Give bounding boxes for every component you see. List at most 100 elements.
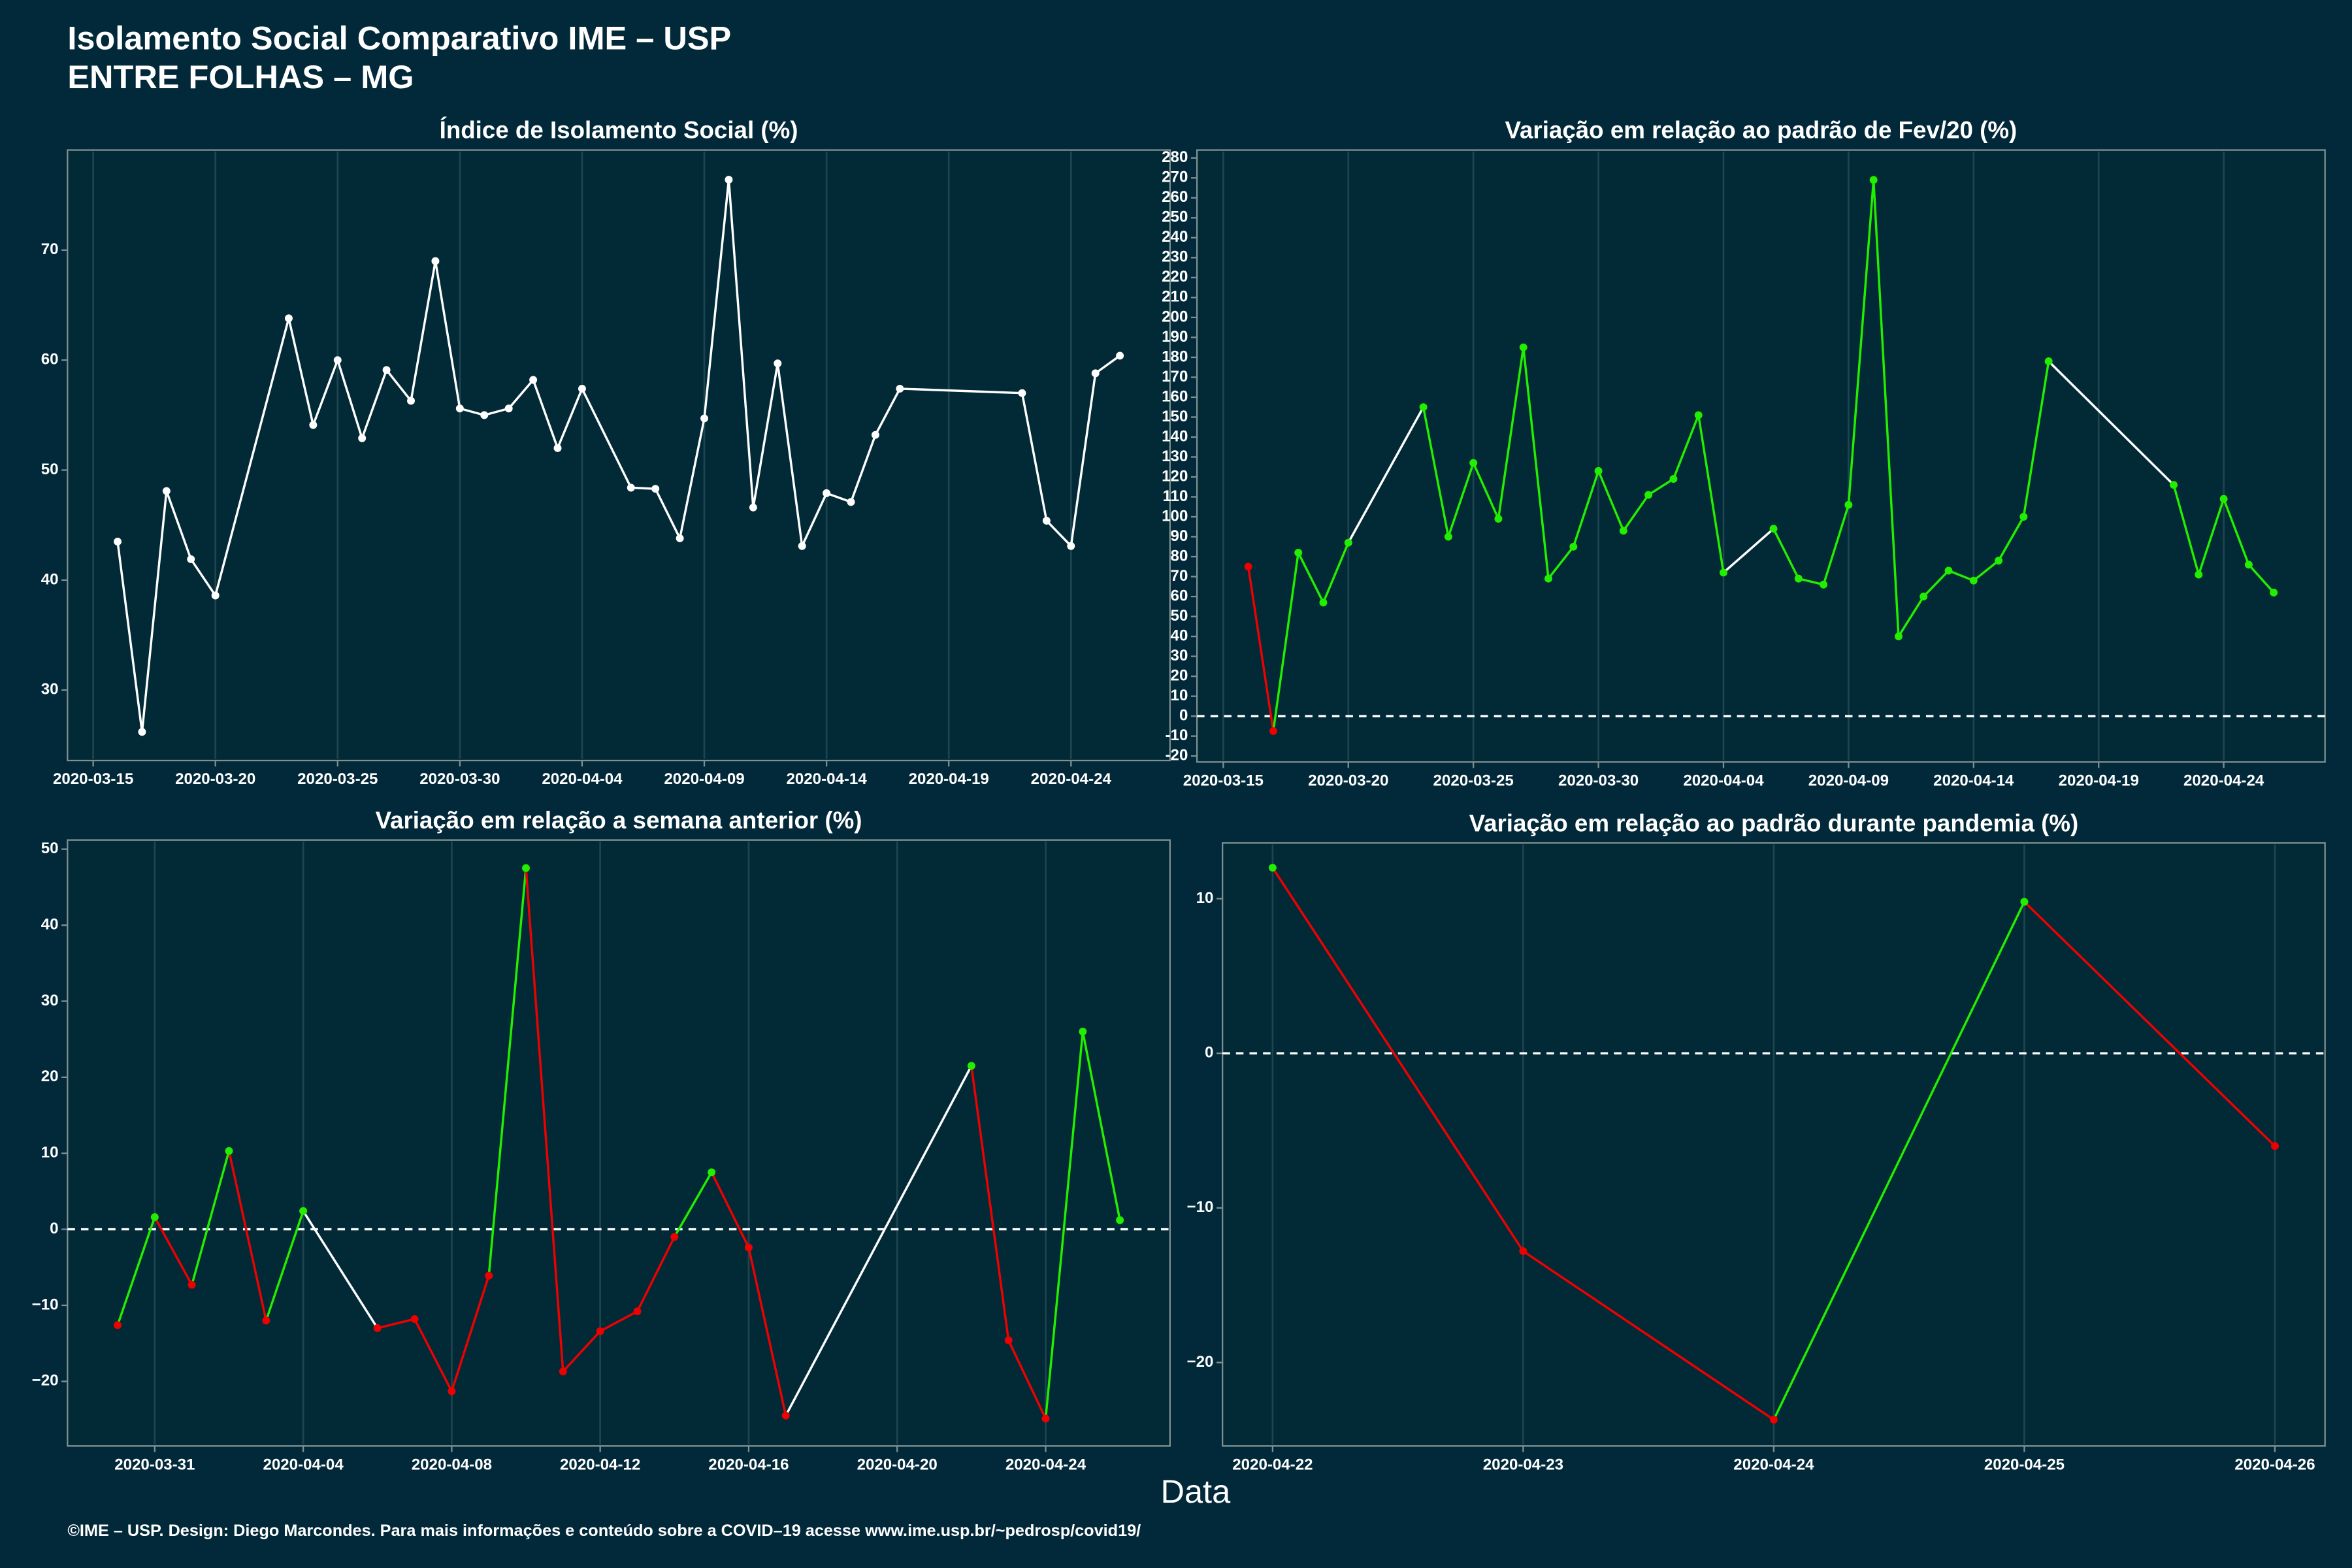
line-segment bbox=[599, 1310, 638, 1333]
line-segment bbox=[227, 1151, 267, 1321]
line-segment bbox=[434, 261, 461, 409]
line-segment bbox=[165, 490, 192, 560]
line-segment bbox=[214, 318, 290, 596]
x-tick-label: 2020-04-14 bbox=[786, 770, 867, 788]
line-segment bbox=[776, 363, 804, 546]
point bbox=[1619, 527, 1627, 535]
y-tick-label: 40 bbox=[41, 915, 59, 933]
y-tick-label: 60 bbox=[41, 351, 59, 368]
line-segment bbox=[265, 1211, 304, 1321]
y-tick-label: 70 bbox=[1171, 567, 1188, 585]
y-tick-label: 70 bbox=[41, 240, 59, 258]
line-segment bbox=[581, 388, 632, 489]
point bbox=[188, 1281, 196, 1289]
line-segment bbox=[1247, 566, 1275, 732]
point bbox=[114, 1321, 122, 1330]
line-segment bbox=[302, 1210, 379, 1329]
point bbox=[299, 1207, 308, 1215]
x-tick-label: 2020-03-20 bbox=[1308, 772, 1388, 790]
line-segment bbox=[1772, 528, 1800, 580]
y-tick-label: -10 bbox=[1166, 727, 1188, 744]
point bbox=[431, 257, 440, 265]
panel-title: Índice de Isolamento Social (%) bbox=[440, 117, 798, 144]
x-tick-label: 2020-04-16 bbox=[708, 1456, 789, 1473]
point bbox=[1820, 580, 1828, 589]
point bbox=[627, 483, 635, 492]
line-segment bbox=[1297, 552, 1325, 604]
point bbox=[651, 485, 660, 493]
x-tick-label: 2020-04-04 bbox=[263, 1456, 344, 1473]
x-tick-label: 2020-03-25 bbox=[297, 770, 378, 788]
line-segment bbox=[1044, 1031, 1085, 1419]
point bbox=[187, 555, 195, 563]
line-segment bbox=[483, 407, 510, 417]
line-segment bbox=[1997, 516, 2025, 562]
line-segment bbox=[361, 369, 388, 439]
point bbox=[1995, 557, 2003, 565]
point bbox=[749, 503, 757, 512]
point bbox=[823, 489, 831, 497]
line-segment bbox=[532, 379, 559, 449]
line-segment bbox=[508, 379, 534, 410]
y-tick-label: 160 bbox=[1162, 387, 1188, 405]
point bbox=[1720, 568, 1727, 577]
line-segment bbox=[678, 418, 706, 539]
point bbox=[485, 1271, 493, 1280]
line-segment bbox=[459, 407, 485, 417]
footer: ©IME – USP. Design: Diego Marcondes. Par… bbox=[67, 1522, 1141, 1540]
x-tick-label: 2020-04-12 bbox=[560, 1456, 640, 1473]
point bbox=[559, 1367, 567, 1376]
panel bbox=[1196, 149, 2326, 763]
point bbox=[1469, 459, 1478, 467]
point bbox=[1569, 542, 1578, 551]
point bbox=[967, 1062, 975, 1070]
point bbox=[896, 384, 904, 393]
line-segment bbox=[1422, 406, 1450, 537]
line-segment bbox=[636, 1236, 676, 1313]
line-segment bbox=[190, 1151, 231, 1286]
point bbox=[871, 431, 879, 439]
point bbox=[162, 487, 171, 495]
line-segment bbox=[140, 491, 168, 732]
point bbox=[1594, 466, 1603, 475]
line-segment bbox=[556, 388, 583, 449]
line-segment bbox=[1798, 577, 1824, 586]
y-tick-label: 10 bbox=[1196, 889, 1214, 907]
y-tick-label: 220 bbox=[1162, 268, 1188, 286]
point bbox=[309, 421, 318, 429]
line-segment bbox=[1847, 180, 1875, 505]
point bbox=[1116, 351, 1124, 360]
x-tick-label: 2020-03-15 bbox=[1183, 772, 1264, 790]
point bbox=[1079, 1028, 1087, 1036]
y-tick-label: 30 bbox=[41, 681, 59, 698]
y-tick-label: 0 bbox=[1205, 1044, 1213, 1062]
line-segment bbox=[630, 486, 656, 490]
line-segment bbox=[1271, 867, 1524, 1252]
line-segment bbox=[727, 179, 755, 508]
point bbox=[1769, 1416, 1778, 1424]
x-tick-label: 2020-04-14 bbox=[1933, 772, 2014, 790]
y-tick-label: 0 bbox=[1179, 707, 1188, 725]
y-tick-label: 170 bbox=[1162, 368, 1188, 385]
panel-title: Variação em relação ao padrão de Fev/20 … bbox=[1505, 117, 2017, 144]
x-tick-label: 2020-03-25 bbox=[1433, 772, 1514, 790]
y-tick-label: 280 bbox=[1162, 148, 1188, 166]
point bbox=[2195, 570, 2203, 579]
line-segment bbox=[1772, 901, 2025, 1420]
point bbox=[455, 404, 464, 413]
x-tick-label: 2020-04-22 bbox=[1232, 1456, 1313, 1473]
point bbox=[410, 1315, 419, 1323]
point bbox=[2219, 495, 2228, 503]
x-tick-label: 2020-04-23 bbox=[1483, 1456, 1563, 1473]
point bbox=[1519, 343, 1527, 351]
y-tick-label: 180 bbox=[1162, 348, 1188, 365]
y-tick-label: 230 bbox=[1162, 248, 1188, 266]
line-segment bbox=[1045, 519, 1072, 547]
point bbox=[1041, 1414, 1050, 1423]
x-tick-label: 2020-04-04 bbox=[542, 770, 623, 788]
line-segment bbox=[189, 558, 217, 596]
point bbox=[373, 1324, 382, 1332]
line-segment bbox=[2247, 564, 2275, 594]
point bbox=[725, 176, 733, 184]
